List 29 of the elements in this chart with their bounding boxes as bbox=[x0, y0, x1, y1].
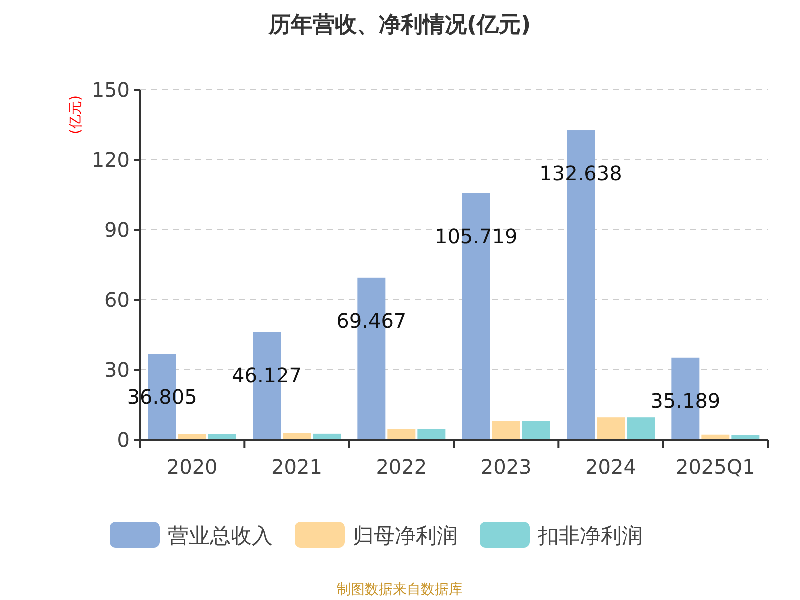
text: 制图数据来自数据库 bbox=[337, 582, 463, 598]
data-label: 69.467 bbox=[336, 308, 407, 333]
legend-label: 归母净利润 bbox=[353, 524, 458, 548]
x-tick-label: 2021 bbox=[272, 455, 322, 479]
chart-title: 历年营收、净利情况(亿元) bbox=[268, 13, 532, 38]
bar bbox=[388, 429, 416, 440]
data-label: 46.127 bbox=[232, 363, 302, 388]
data-label: 105.719 bbox=[434, 224, 518, 248]
y-tick-label: 0 bbox=[117, 428, 130, 452]
y-tick-label: 120 bbox=[92, 148, 130, 172]
y-tick-label: 150 bbox=[92, 78, 130, 102]
legend-label: 扣非净利润 bbox=[537, 524, 643, 548]
x-tick-label: 2023 bbox=[480, 455, 532, 479]
bar bbox=[522, 421, 550, 440]
bar bbox=[492, 421, 520, 440]
x-tick-label: 2025Q1 bbox=[676, 455, 756, 479]
y-tick-label: 30 bbox=[104, 358, 130, 382]
y-tick-label: 60 bbox=[104, 288, 130, 312]
y-tick-label: 90 bbox=[104, 218, 130, 242]
data-label: 35.189 bbox=[650, 388, 721, 413]
x-tick-label: 2024 bbox=[586, 455, 636, 479]
legend-label: 营业总收入 bbox=[168, 524, 273, 548]
x-tick-label: 2022 bbox=[376, 455, 428, 479]
x-tick-label: 2020 bbox=[166, 455, 218, 479]
bar bbox=[597, 418, 625, 440]
bar bbox=[627, 418, 655, 440]
y-axis-title: (亿元) bbox=[68, 96, 84, 134]
bar bbox=[418, 429, 446, 440]
data-label: 132.638 bbox=[540, 162, 622, 186]
